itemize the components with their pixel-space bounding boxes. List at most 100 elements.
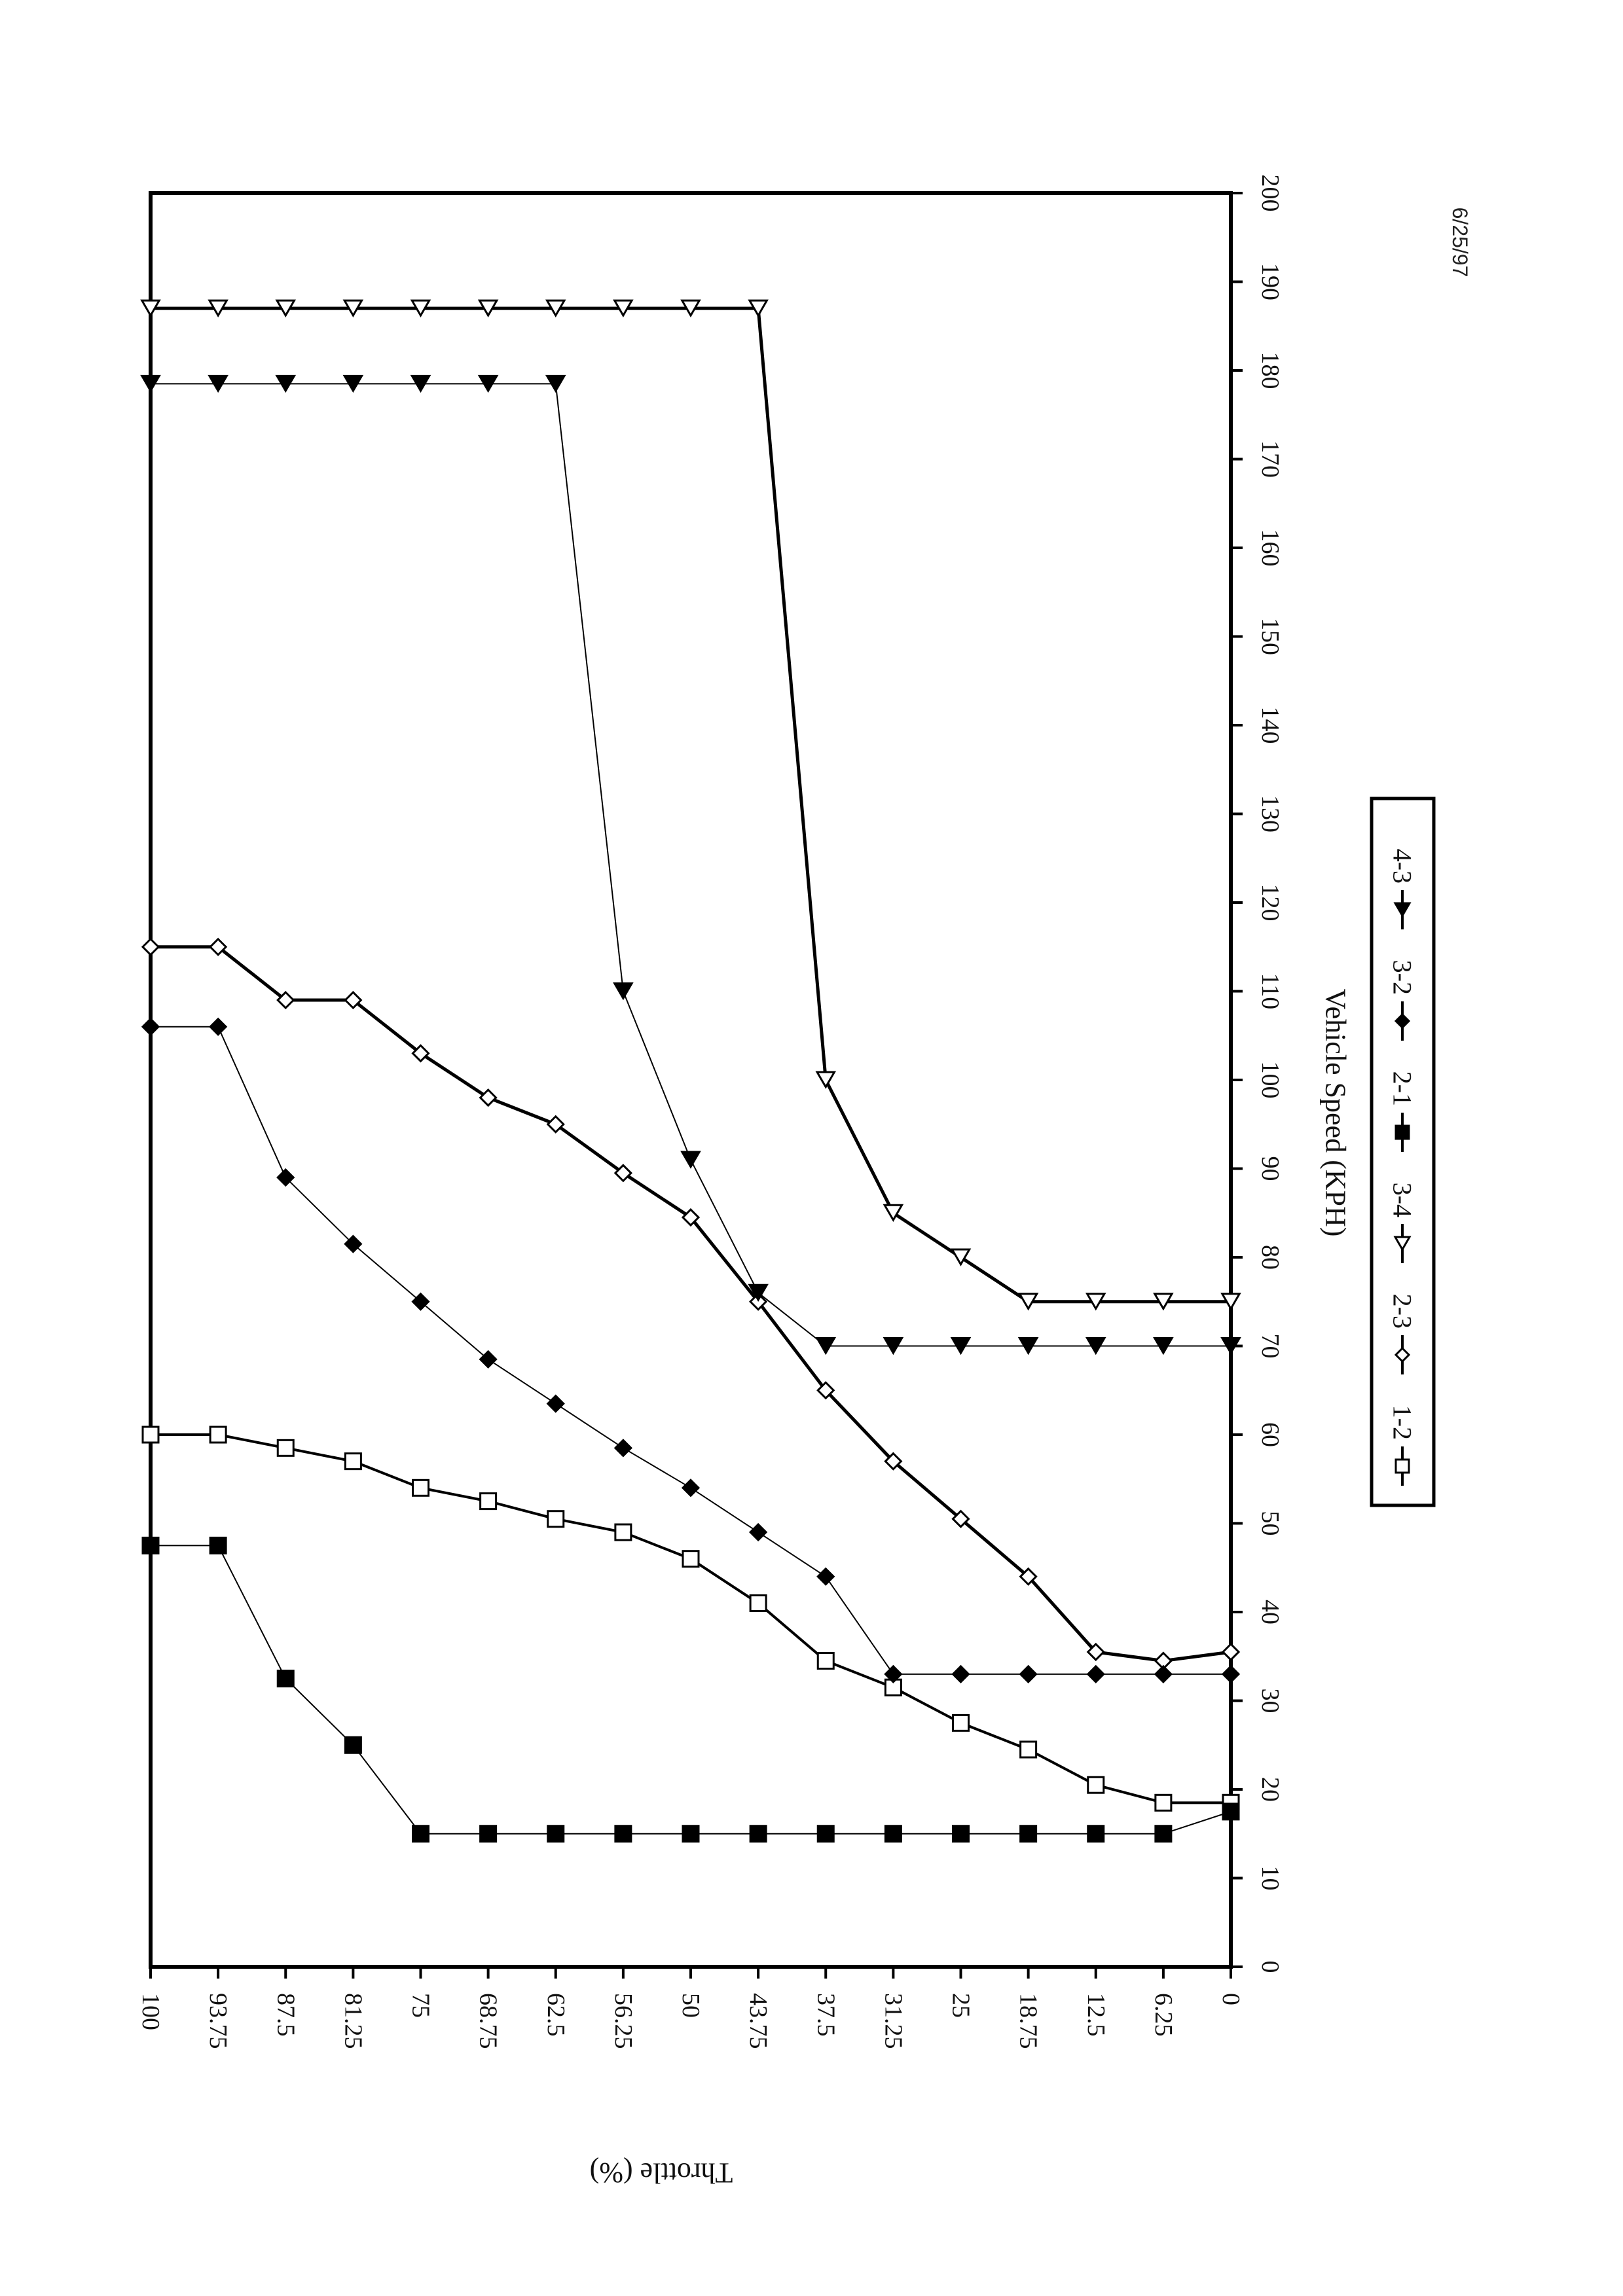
x-tick-label: 120 xyxy=(1256,884,1284,922)
x-tick-label: 90 xyxy=(1256,1157,1284,1181)
point-1-2 xyxy=(1154,1793,1173,1812)
x-tick-label: 160 xyxy=(1256,529,1284,567)
point-3-4 xyxy=(342,299,364,317)
point-1-2 xyxy=(682,1550,700,1568)
point-3-4 xyxy=(410,299,431,317)
point-1-2 xyxy=(276,1439,295,1457)
y-tick-label: 75 xyxy=(407,1993,435,2018)
point-4-3 xyxy=(680,1151,701,1169)
point-2-3 xyxy=(1019,1567,1038,1586)
x-tick-label: 110 xyxy=(1256,973,1284,1010)
point-3-4 xyxy=(208,299,228,317)
point-3-2 xyxy=(411,1292,430,1311)
point-4-3 xyxy=(613,982,634,1001)
y-tick-label: 25 xyxy=(947,1993,975,2018)
y-tick-label: 6.25 xyxy=(1150,1993,1177,2037)
x-tick-label: 0 xyxy=(1256,1961,1284,1973)
point-2-1 xyxy=(209,1536,227,1554)
point-3-4 xyxy=(1085,1293,1106,1311)
point-1-2 xyxy=(1019,1740,1038,1759)
point-2-1 xyxy=(1222,1803,1240,1821)
y-tick-label: 43.75 xyxy=(744,1993,772,2049)
x-tick-label: 150 xyxy=(1256,618,1284,655)
x-tick-label: 180 xyxy=(1256,352,1284,389)
legend-marker xyxy=(1395,1124,1410,1140)
point-3-2 xyxy=(884,1664,903,1683)
y-tick-label: 12.5 xyxy=(1082,1993,1110,2037)
point-3-2 xyxy=(1019,1664,1038,1683)
y-tick-label: 62.5 xyxy=(542,1993,570,2037)
point-4-3 xyxy=(140,374,161,393)
date-stamp: 6/25/97 xyxy=(1448,207,1472,278)
legend-entry-3-4: 3-4 xyxy=(1388,1183,1417,1263)
legend-marker xyxy=(1393,902,1412,918)
legend-label: 3-4 xyxy=(1388,1183,1417,1217)
point-1-2 xyxy=(952,1713,970,1732)
point-3-4 xyxy=(1017,1293,1039,1311)
point-2-3 xyxy=(884,1452,903,1471)
x-tick-label: 70 xyxy=(1256,1334,1284,1359)
point-1-2 xyxy=(479,1492,498,1511)
point-2-3 xyxy=(1086,1642,1105,1662)
point-3-2 xyxy=(546,1394,565,1413)
point-3-2 xyxy=(209,1017,228,1036)
point-2-1 xyxy=(1087,1825,1105,1843)
point-1-2 xyxy=(547,1510,565,1528)
y-axis-title: Throttle (%) xyxy=(590,2157,733,2189)
point-1-2 xyxy=(614,1523,632,1541)
point-2-3 xyxy=(816,1381,835,1400)
point-2-3 xyxy=(209,937,228,956)
x-tick-label: 50 xyxy=(1256,1511,1284,1536)
point-2-1 xyxy=(344,1736,362,1754)
legend-marker xyxy=(1394,1013,1411,1030)
series-2-1 xyxy=(141,1536,1240,1843)
point-2-3 xyxy=(276,990,295,1010)
point-2-1 xyxy=(141,1536,160,1554)
point-2-3 xyxy=(344,990,363,1010)
point-3-4 xyxy=(883,1204,904,1223)
point-4-3 xyxy=(1153,1337,1174,1355)
point-4-3 xyxy=(950,1337,972,1355)
point-3-4 xyxy=(477,299,499,317)
series-4-3 xyxy=(140,374,1241,1355)
point-3-4 xyxy=(815,1071,837,1089)
point-1-2 xyxy=(141,1426,160,1444)
point-2-1 xyxy=(749,1825,767,1843)
point-3-2 xyxy=(749,1522,768,1542)
legend-entry-1-2: 1-2 xyxy=(1388,1405,1417,1486)
point-4-3 xyxy=(477,374,499,393)
point-3-2 xyxy=(1154,1664,1173,1683)
point-2-3 xyxy=(951,1509,970,1528)
point-1-2 xyxy=(209,1426,227,1444)
legend-label: 1-2 xyxy=(1388,1405,1417,1440)
y-tick-label: 56.25 xyxy=(610,1993,637,2049)
point-2-1 xyxy=(1154,1825,1173,1843)
x-tick-label: 10 xyxy=(1256,1866,1284,1891)
y-tick-label: 68.75 xyxy=(475,1993,502,2049)
point-3-4 xyxy=(680,299,701,317)
point-4-3 xyxy=(1220,1337,1241,1355)
y-tick-label: 0 xyxy=(1217,1993,1245,2005)
point-4-3 xyxy=(275,374,297,393)
y-tick-label: 93.75 xyxy=(204,1993,232,2049)
point-3-2 xyxy=(479,1350,498,1369)
point-2-1 xyxy=(682,1825,700,1843)
x-tick-label: 140 xyxy=(1256,707,1284,744)
point-3-2 xyxy=(613,1439,632,1458)
y-tick-label: 18.75 xyxy=(1015,1993,1042,2049)
legend-entry-3-2: 3-2 xyxy=(1388,960,1417,1041)
point-3-2 xyxy=(141,1017,160,1036)
point-2-1 xyxy=(816,1825,835,1843)
y-tick-label: 81.25 xyxy=(339,1993,367,2049)
legend-label: 4-3 xyxy=(1388,849,1417,884)
point-3-4 xyxy=(1153,1293,1174,1311)
x-tick-label: 170 xyxy=(1256,440,1284,478)
point-4-3 xyxy=(545,374,566,393)
legend-entry-4-3: 4-3 xyxy=(1388,849,1417,929)
point-1-2 xyxy=(749,1594,767,1612)
point-3-4 xyxy=(545,299,566,317)
point-2-1 xyxy=(614,1825,632,1843)
point-3-4 xyxy=(275,299,297,317)
legend-marker xyxy=(1395,1458,1410,1474)
